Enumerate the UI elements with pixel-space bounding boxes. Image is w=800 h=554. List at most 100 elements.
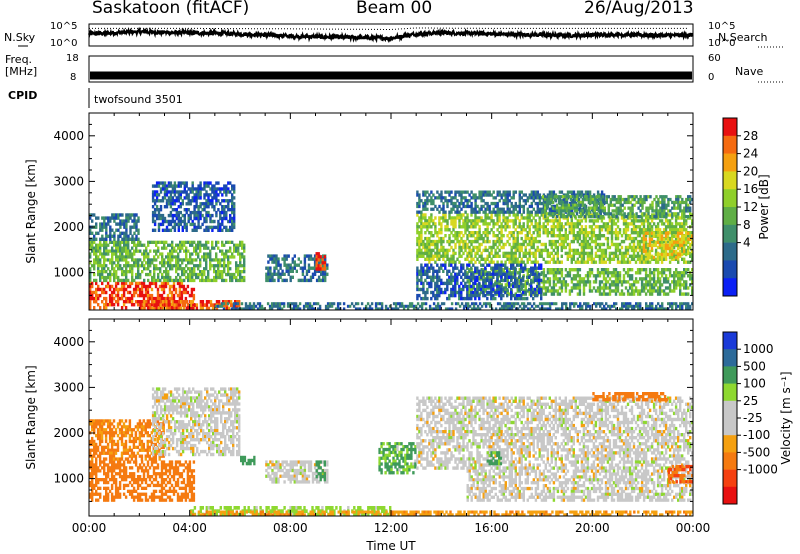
power-echo-band <box>642 231 694 260</box>
velocity-echo-band <box>592 392 669 402</box>
velocity-colorbar-segment <box>723 332 737 350</box>
velocity-echo-band <box>89 460 196 502</box>
velocity-colorbar-segment <box>723 418 737 436</box>
freq-label: Freq. <box>5 53 33 66</box>
power-colorbar-segment <box>723 135 737 154</box>
freq-tick-top: 18 <box>66 53 79 64</box>
nave-label: Nave <box>735 65 764 78</box>
power-echo-band <box>151 181 236 232</box>
noise-tick-left-top: 10^5 <box>50 21 78 32</box>
velocity-colorbar-segment <box>723 469 737 488</box>
power-ytick-label: 2000 <box>53 220 84 234</box>
power-colorbar-segment <box>723 260 737 279</box>
velocity-ylabel: Slant Range [km] <box>24 365 38 469</box>
noise-tick-right-bottom: 10^0 <box>708 38 736 49</box>
velocity-echo-band <box>378 442 417 475</box>
power-ytick-label: 3000 <box>53 174 84 188</box>
power-ytick-label: 1000 <box>53 266 84 280</box>
power-echo-band <box>416 213 694 264</box>
velocity-echo-band <box>189 510 694 517</box>
velocity-echo-band <box>265 460 329 484</box>
velocity-colorbar-segment <box>723 486 737 505</box>
date-title: 26/Aug/2013 <box>584 0 694 18</box>
velocity-echo-band <box>240 455 256 466</box>
power-colorbar-label: 20 <box>743 164 758 178</box>
nsearch-line <box>89 27 688 30</box>
power-echo-band <box>89 240 246 283</box>
power-ytick-label: 4000 <box>53 129 84 143</box>
velocity-colorbar-label: -1000 <box>743 463 778 477</box>
power-colorbar-segment <box>723 242 737 261</box>
velocity-colorbar-label: -25 <box>743 411 763 425</box>
freq-tick-bottom: 8 <box>70 72 77 83</box>
nave-tick-top: 60 <box>708 53 721 64</box>
nsky-label: N.Sky <box>4 31 36 44</box>
velocity-ytick-label: 4000 <box>53 335 84 349</box>
velocity-colorbar-title: Velocity [m s⁻¹] <box>779 371 793 464</box>
noise-tick-right-top: 10^5 <box>708 21 736 32</box>
velocity-colorbar-label: -100 <box>743 428 770 442</box>
velocity-ytick-label: 2000 <box>53 426 84 440</box>
power-echo-band <box>89 213 140 241</box>
velocity-colorbar-label: 500 <box>743 359 766 373</box>
station-title: Saskatoon (fitACF) <box>92 0 250 18</box>
power-colorbar-segment <box>723 224 737 243</box>
beam-title: Beam 00 <box>356 0 433 18</box>
nsky-line <box>88 26 694 44</box>
velocity-echo-band <box>151 387 241 457</box>
velocity-colorbar-segment <box>723 452 737 470</box>
freq-band <box>90 71 692 80</box>
power-colorbar-segment <box>723 171 737 190</box>
time-tick-label: 08:00 <box>273 521 308 535</box>
power-colorbar-label: 16 <box>743 182 758 196</box>
time-axis-label: Time UT <box>365 539 416 553</box>
power-colorbar-label: 8 <box>743 218 751 232</box>
velocity-echo-band <box>315 460 326 482</box>
time-tick-label: 12:00 <box>374 521 409 535</box>
velocity-colorbar-segment <box>723 400 737 419</box>
cpid-label: CPID <box>8 89 38 102</box>
power-colorbar-segment <box>723 189 737 208</box>
power-colorbar-segment <box>723 278 737 297</box>
power-colorbar-segment <box>723 207 737 226</box>
velocity-colorbar-label: 1000 <box>743 342 774 356</box>
velocity-colorbar-label: 100 <box>743 377 766 391</box>
power-echo-band <box>214 302 694 311</box>
nsearch-label: N.Search <box>718 31 768 44</box>
power-echo-band <box>315 252 326 271</box>
time-tick-label: 04:00 <box>172 521 207 535</box>
power-colorbar-label: 24 <box>743 147 758 161</box>
velocity-colorbar-segment <box>723 349 737 367</box>
cpid-value: twofsound 3501 <box>94 93 183 106</box>
noise-tick-left-bottom: 10^0 <box>50 38 78 49</box>
velocity-colorbar-label: -500 <box>743 445 770 459</box>
velocity-echo-band <box>466 469 694 502</box>
velocity-colorbar-segment <box>723 383 737 402</box>
velocity-echo-band <box>416 396 694 470</box>
power-ylabel: Slant Range [km] <box>24 159 38 263</box>
velocity-colorbar-label: 25 <box>743 394 758 408</box>
time-tick-label: 20:00 <box>575 521 610 535</box>
velocity-echo-band <box>667 464 694 484</box>
time-tick-label: 00:00 <box>72 521 107 535</box>
power-colorbar-title: Power [dB] <box>757 174 771 239</box>
power-colorbar-segment <box>723 153 737 172</box>
velocity-data <box>89 387 694 517</box>
freq-unit-label: [MHz] <box>5 65 38 78</box>
power-echo-band <box>416 263 543 301</box>
power-colorbar-label: 12 <box>743 200 758 214</box>
freq-panel-frame <box>88 55 694 83</box>
velocity-ytick-label: 1000 <box>53 472 84 486</box>
power-colorbar-label: 4 <box>743 236 751 250</box>
power-colorbar-segment <box>723 118 737 137</box>
power-colorbar-label: 28 <box>743 129 758 143</box>
nave-tick-bottom: 0 <box>708 72 715 83</box>
velocity-colorbar-segment <box>723 435 737 453</box>
power-data <box>89 181 694 311</box>
power-echo-band <box>542 195 694 219</box>
velocity-echo-band <box>486 451 503 466</box>
time-tick-label: 16:00 <box>474 521 509 535</box>
velocity-colorbar-segment <box>723 366 737 384</box>
velocity-ytick-label: 3000 <box>53 380 84 394</box>
